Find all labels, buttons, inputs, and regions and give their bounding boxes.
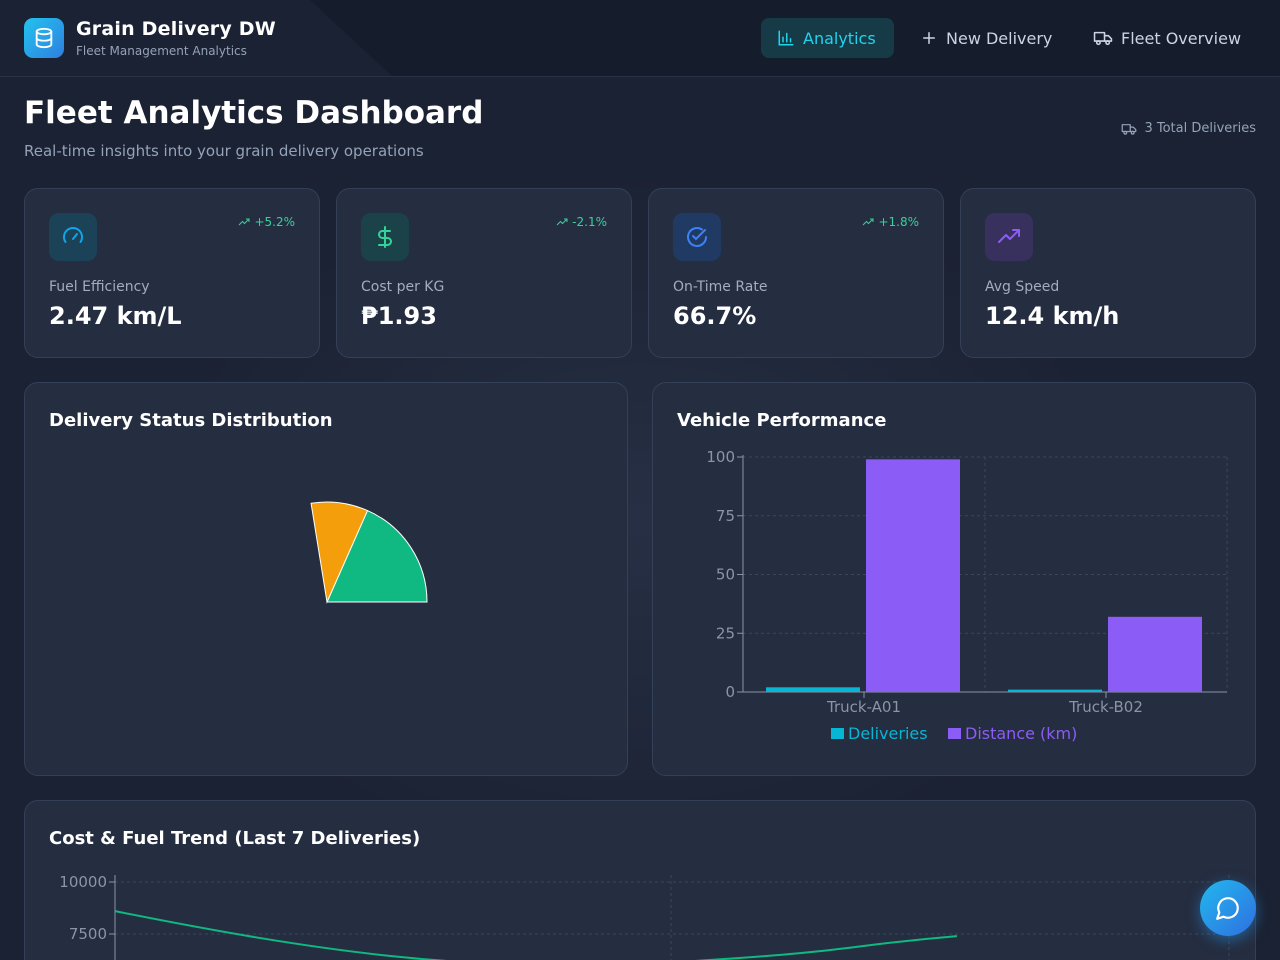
- kpi-trend: -2.1%: [556, 215, 607, 229]
- kpi-trend: +1.8%: [862, 215, 919, 229]
- delivery-status-pie: [310, 501, 428, 604]
- y-tick-label: 100: [706, 448, 735, 466]
- kpi-label: On-Time Rate: [673, 279, 768, 295]
- y-tick-label: 50: [716, 566, 735, 584]
- trend-up-icon: [863, 218, 874, 226]
- cost-fuel-trend-chart: 10000 7500: [59, 873, 1233, 960]
- truck-icon: [1093, 31, 1113, 46]
- trend-up-icon: [239, 218, 250, 226]
- vehicle-performance-card: Vehicle Performance 0 25 50 75 100 Truck-A01 T…: [652, 382, 1256, 776]
- nav-fleet-overview-label: Fleet Overview: [1121, 28, 1242, 48]
- delivery-status-card: Delivery Status Distribution: [24, 382, 628, 776]
- pie-slice[interactable]: [326, 509, 428, 603]
- bar[interactable]: [1008, 689, 1102, 692]
- bar-chart-icon: [778, 30, 794, 46]
- bar[interactable]: [1108, 616, 1202, 692]
- kpi-label: Cost per KG: [361, 279, 445, 295]
- vehicle-performance-title: Vehicle Performance: [677, 410, 887, 431]
- app-subtitle: Fleet Management Analytics: [76, 44, 247, 58]
- page-title: Fleet Analytics Dashboard: [24, 95, 484, 131]
- trend-line[interactable]: [114, 910, 958, 960]
- chat-bubble-icon: [1216, 897, 1239, 920]
- kpi-card-fuel-efficiency: +5.2% Fuel Efficiency 2.47 km/L: [24, 188, 320, 358]
- nav-fleet-overview[interactable]: Fleet Overview: [1077, 18, 1257, 58]
- bar[interactable]: [866, 459, 960, 692]
- legend-swatch: [831, 728, 844, 739]
- x-tick-label: Truck-B02: [1068, 698, 1143, 716]
- kpi-label: Avg Speed: [985, 279, 1060, 295]
- kpi-value: 12.4 km/h: [985, 302, 1120, 330]
- dollar-icon: [361, 213, 409, 261]
- trend-up-icon: [556, 218, 568, 226]
- y-tick-label: 7500: [69, 925, 107, 943]
- page-subtitle: Real-time insights into your grain deliv…: [24, 142, 424, 160]
- database-logo-icon[interactable]: [24, 18, 64, 58]
- top-navigation-bar: Grain Delivery DW Fleet Management Analy…: [0, 0, 1280, 77]
- nav-analytics-label: Analytics: [803, 28, 876, 48]
- delivery-status-title: Delivery Status Distribution: [49, 410, 333, 431]
- pie-slice[interactable]: [310, 501, 369, 604]
- kpi-card-avg-speed: Avg Speed 12.4 km/h: [960, 188, 1256, 358]
- kpi-value: 66.7%: [673, 302, 757, 330]
- y-tick-label: 10000: [59, 873, 107, 891]
- chat-button[interactable]: [1200, 880, 1256, 936]
- kpi-trend: +5.2%: [238, 215, 295, 229]
- y-tick-label: 0: [725, 683, 735, 701]
- app-title: Grain Delivery DW: [76, 18, 276, 40]
- nav-new-delivery[interactable]: New Delivery: [904, 18, 1068, 58]
- kpi-value: 2.47 km/L: [49, 302, 182, 330]
- nav-analytics[interactable]: Analytics: [761, 18, 894, 58]
- vehicle-performance-chart: 0 25 50 75 100 Truck-A01 Truck-B02 Deliveries Di…: [706, 448, 1228, 743]
- kpi-card-cost-per-kg: -2.1% Cost per KG ₱1.93: [336, 188, 632, 358]
- gauge-icon: [49, 213, 97, 261]
- y-tick-label: 75: [716, 507, 735, 525]
- legend-swatch: [948, 728, 961, 739]
- y-tick-label: 25: [716, 624, 735, 642]
- cost-fuel-trend-card: Cost & Fuel Trend (Last 7 Deliveries) 10…: [24, 800, 1256, 960]
- kpi-label: Fuel Efficiency: [49, 279, 150, 295]
- bar[interactable]: [766, 687, 860, 692]
- trending-up-icon: [985, 213, 1033, 261]
- legend-label[interactable]: Distance (km): [965, 724, 1077, 743]
- legend-label[interactable]: Deliveries: [848, 724, 928, 743]
- x-tick-label: Truck-A01: [826, 698, 901, 716]
- kpi-card-on-time-rate: +1.8% On-Time Rate 66.7%: [648, 188, 944, 358]
- total-deliveries-badge: 3 Total Deliveries: [1121, 121, 1256, 136]
- plus-icon: [923, 32, 935, 44]
- nav-new-delivery-label: New Delivery: [946, 28, 1053, 48]
- truck-icon: [1122, 123, 1137, 135]
- check-circle-icon: [673, 213, 721, 261]
- kpi-value: ₱1.93: [361, 302, 437, 330]
- total-deliveries-text: 3 Total Deliveries: [1144, 121, 1256, 136]
- cost-fuel-trend-title: Cost & Fuel Trend (Last 7 Deliveries): [49, 828, 421, 849]
